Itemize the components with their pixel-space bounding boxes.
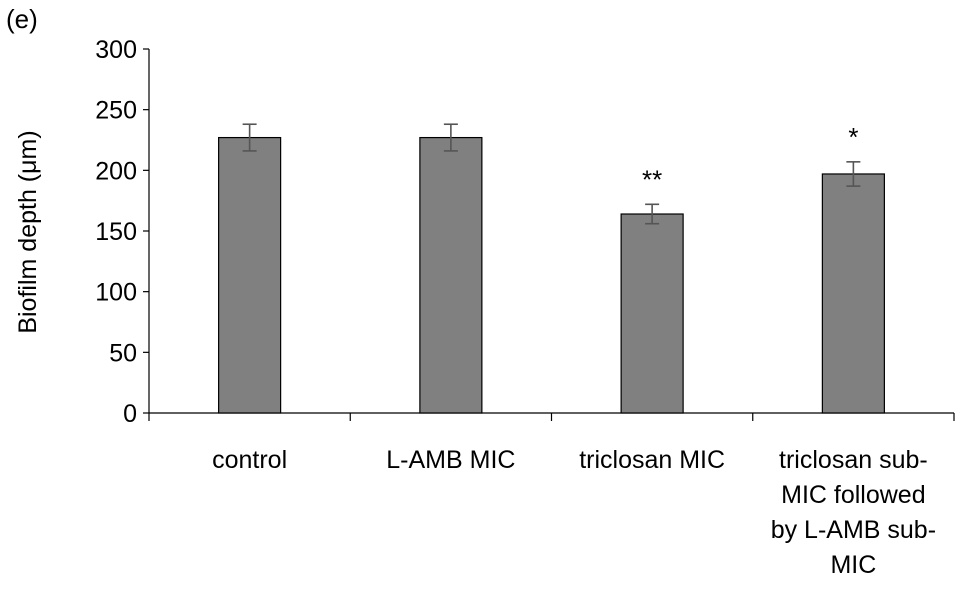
- bar: [419, 136, 483, 414]
- x-tick-label: control: [212, 446, 287, 474]
- significance-marker: **: [642, 164, 662, 194]
- bars: [218, 136, 885, 414]
- y-tick-label: 300: [95, 36, 137, 64]
- y-tick-label: 200: [95, 157, 137, 185]
- y-tick-label: 0: [123, 400, 137, 428]
- bar: [218, 136, 282, 414]
- y-tick-label: 100: [95, 279, 137, 307]
- y-tick-label: 50: [109, 339, 137, 367]
- x-tick-label: triclosan sub-MIC followed by L-AMB sub-M…: [771, 446, 936, 579]
- x-tick-label: triclosan MIC: [579, 446, 725, 474]
- bar: [620, 213, 684, 414]
- y-tick-label: 150: [95, 218, 137, 246]
- x-tick-labels: control L-AMB MIC triclosan MIC triclosan s…: [212, 446, 936, 579]
- y-axis-title: Biofilm depth (μm): [14, 130, 42, 333]
- error-bars: [242, 123, 861, 225]
- panel-label: (e): [6, 4, 38, 34]
- x-tick-label: L-AMB MIC: [386, 446, 515, 474]
- y-tick-label: 250: [95, 97, 137, 125]
- y-axis-title-group: Biofilm depth (μm): [14, 130, 42, 333]
- y-axis: 0 50 100 150 200 250 300: [95, 36, 150, 428]
- bar: [821, 173, 885, 414]
- significance-marker: *: [848, 122, 858, 152]
- significance-markers: ***: [642, 122, 858, 194]
- x-axis: [148, 412, 955, 421]
